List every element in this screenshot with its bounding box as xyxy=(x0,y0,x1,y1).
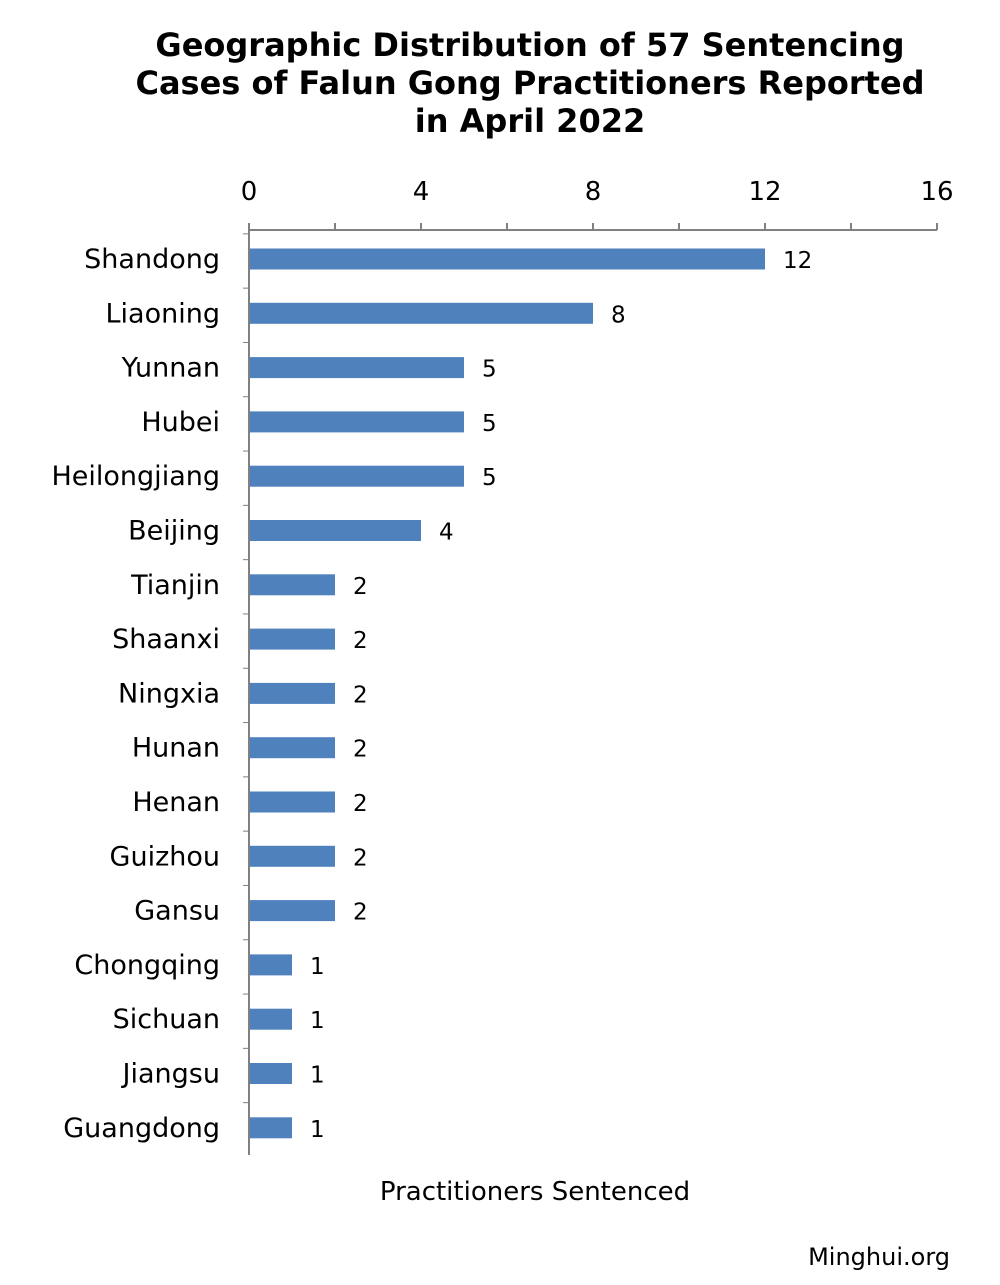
chart-title-line: Geographic Distribution of 57 Sentencing xyxy=(155,26,905,64)
data-label: 2 xyxy=(353,791,368,817)
data-label: 1 xyxy=(310,954,325,980)
x-tick-label: 8 xyxy=(585,177,602,207)
data-label: 1 xyxy=(310,1117,325,1143)
category-label: Liaoning xyxy=(106,298,220,329)
bar-layer xyxy=(250,248,765,1139)
chart-title: Geographic Distribution of 57 Sentencing… xyxy=(100,26,960,140)
category-label: Hubei xyxy=(141,407,220,438)
data-label: 1 xyxy=(310,1008,325,1034)
category-label: Guangdong xyxy=(63,1113,220,1144)
x-axis-title: Practitioners Sentenced xyxy=(380,1177,690,1207)
bar xyxy=(250,302,593,324)
category-label: Chongqing xyxy=(74,950,220,981)
bar xyxy=(250,682,335,704)
category-label: Beijing xyxy=(128,516,220,547)
category-label: Guizhou xyxy=(110,841,220,872)
bar xyxy=(250,1117,292,1139)
chart-title-line: Cases of Falun Gong Practitioners Report… xyxy=(135,64,925,102)
bar xyxy=(250,737,335,759)
bar xyxy=(250,1008,292,1030)
data-label: 1 xyxy=(310,1063,325,1089)
data-label: 5 xyxy=(482,411,497,437)
data-label: 4 xyxy=(439,520,454,546)
x-tick-label: 0 xyxy=(241,177,258,207)
data-label: 2 xyxy=(353,682,368,708)
bar xyxy=(250,954,292,976)
axis-layer xyxy=(243,223,938,1155)
data-label: 12 xyxy=(783,248,812,274)
category-label: Yunnan xyxy=(121,353,220,384)
data-label: 2 xyxy=(353,574,368,600)
source-label: Minghui.org xyxy=(808,1243,950,1271)
bar xyxy=(250,411,464,433)
data-label: 5 xyxy=(482,465,497,491)
category-label: Gansu xyxy=(134,896,220,927)
category-label: Hunan xyxy=(132,733,220,764)
bar xyxy=(250,1063,292,1084)
bar xyxy=(250,248,765,270)
bar xyxy=(250,465,464,487)
chart-title-line: in April 2022 xyxy=(414,102,646,140)
x-tick-label: 16 xyxy=(920,177,953,207)
bar xyxy=(250,900,335,922)
category-label: Shandong xyxy=(84,244,220,275)
x-tick-label: 4 xyxy=(413,177,430,207)
bar xyxy=(250,628,335,650)
x-tick-label: 12 xyxy=(748,177,781,207)
category-label: Jiangsu xyxy=(121,1059,220,1090)
data-label: 2 xyxy=(353,737,368,763)
category-label: Shaanxi xyxy=(112,624,220,655)
data-label: 2 xyxy=(353,845,368,871)
category-label: Sichuan xyxy=(113,1004,220,1035)
bar xyxy=(250,845,335,867)
category-label: Tianjin xyxy=(130,570,220,601)
data-label: 8 xyxy=(611,302,626,328)
bar xyxy=(250,520,421,541)
category-label: Ningxia xyxy=(118,678,220,709)
data-label: 2 xyxy=(353,628,368,654)
data-label: 2 xyxy=(353,900,368,926)
data-label: 5 xyxy=(482,357,497,383)
bar xyxy=(250,357,464,379)
bar xyxy=(250,574,335,596)
bar xyxy=(250,791,335,813)
category-label: Heilongjiang xyxy=(52,461,221,492)
category-label: Henan xyxy=(132,787,220,818)
